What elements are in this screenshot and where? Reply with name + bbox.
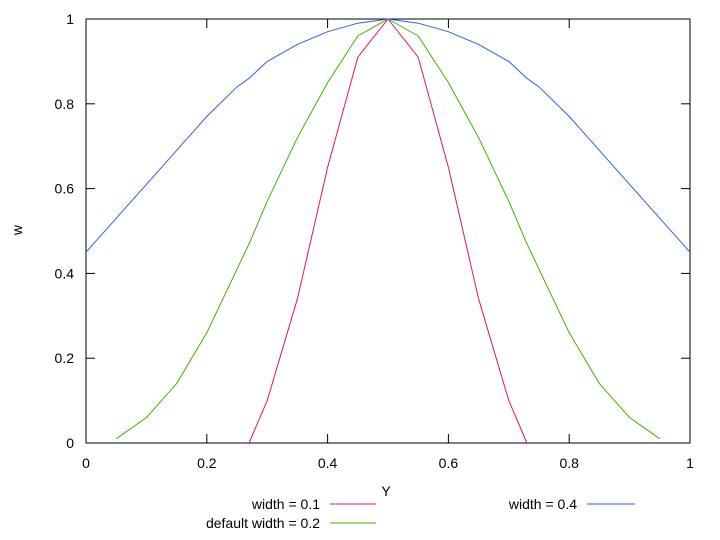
x-tick-label: 0.8 — [559, 455, 579, 471]
x-axis-label: Y — [381, 483, 391, 499]
legend-label: default width = 0.2 — [206, 515, 320, 531]
series-line-1 — [248, 18, 528, 444]
y-tick-label: 0.6 — [55, 181, 75, 197]
x-tick-label: 1 — [686, 455, 694, 471]
y-tick-label: 0.8 — [55, 96, 75, 112]
x-tick-label: 0.4 — [318, 455, 338, 471]
y-tick-label: 0.2 — [55, 350, 75, 366]
x-tick-label: 0.2 — [197, 455, 217, 471]
legend-label: width = 0.4 — [508, 496, 577, 512]
plot-frame — [85, 18, 691, 444]
series-line-2 — [115, 18, 661, 440]
y-tick-label: 0 — [66, 435, 74, 451]
x-tick-label: 0 — [82, 455, 90, 471]
y-tick-label: 0.4 — [55, 265, 75, 281]
y-axis-label: w — [9, 224, 25, 236]
series-line-3 — [85, 18, 691, 253]
legend-label: width = 0.1 — [251, 496, 320, 512]
y-tick-label: 1 — [66, 11, 74, 27]
x-tick-label: 0.6 — [439, 455, 459, 471]
